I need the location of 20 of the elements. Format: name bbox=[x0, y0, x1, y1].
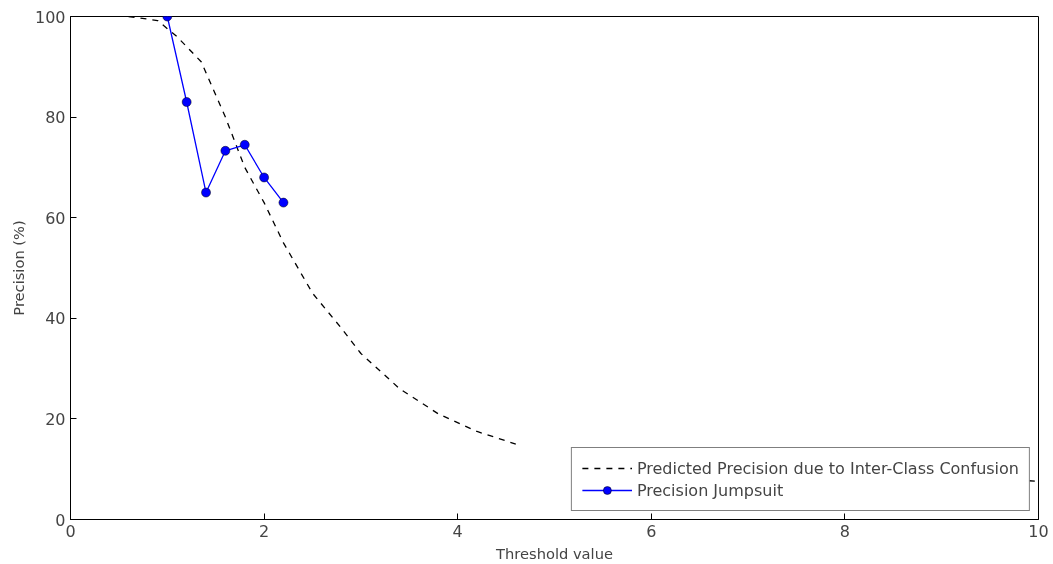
y-tick-label: 100 bbox=[34, 7, 66, 27]
y-axis-title: Precision (%) bbox=[9, 220, 27, 316]
x-axis-title: Threshold value bbox=[495, 544, 613, 562]
point bbox=[201, 187, 211, 198]
x-tick-label: 10 bbox=[1028, 521, 1049, 541]
point bbox=[259, 172, 269, 183]
y-tick-label: 60 bbox=[45, 208, 66, 228]
y-tick-label: 80 bbox=[45, 108, 66, 128]
x-tick-label: 2 bbox=[259, 521, 270, 541]
point bbox=[278, 197, 289, 208]
y-tick-label: 40 bbox=[45, 309, 66, 329]
legend-label: Precision Jumpsuit bbox=[636, 480, 784, 500]
x-tick-label: 8 bbox=[839, 521, 850, 541]
x-tick-label: 4 bbox=[452, 521, 463, 541]
point bbox=[239, 140, 250, 150]
point bbox=[220, 146, 231, 156]
y-tick-label: 20 bbox=[45, 409, 66, 429]
legend-label: Predicted Precision due to Inter-Class Confusion bbox=[636, 458, 1019, 478]
point bbox=[181, 97, 192, 107]
x-tick-label: 6 bbox=[646, 521, 657, 541]
